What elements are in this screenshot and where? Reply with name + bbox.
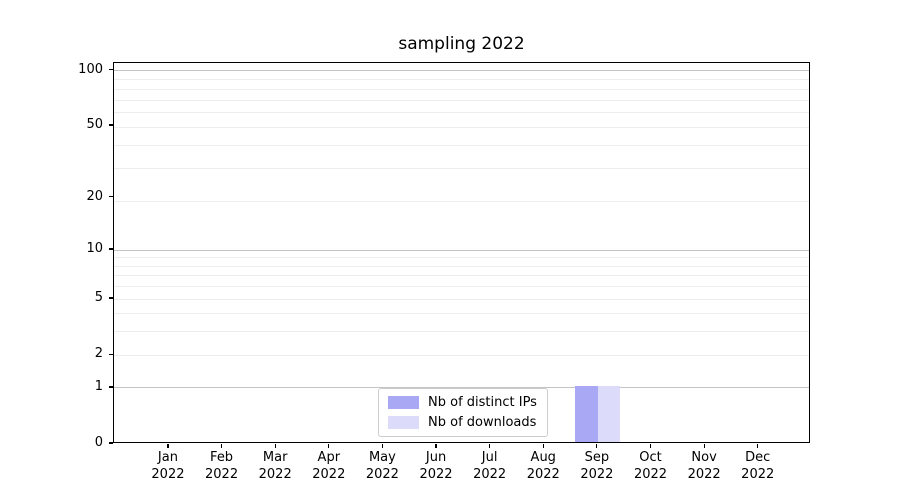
x-tick-mark xyxy=(381,444,383,448)
gridline-y-59 xyxy=(114,112,809,114)
gridline-y-49 xyxy=(114,127,809,129)
x-tick-year: 2022 xyxy=(312,466,346,482)
gridline-y-100 xyxy=(114,70,809,72)
x-tick-label-feb: Feb 2022 xyxy=(190,450,254,483)
y-tick-label: 2 xyxy=(94,346,103,362)
legend-swatch-icon xyxy=(388,415,419,429)
x-tick-month: Dec xyxy=(745,450,771,465)
y-tick-mark xyxy=(109,386,113,388)
x-tick-label-oct: Oct 2022 xyxy=(618,450,682,483)
x-tick-month: Jan xyxy=(157,450,178,465)
x-tick-year: 2022 xyxy=(687,466,721,482)
x-tick-month: Feb xyxy=(210,450,234,465)
gridline-y-9 xyxy=(114,257,809,259)
legend-label: Nb of distinct IPs xyxy=(428,395,537,411)
x-tick-year: 2022 xyxy=(741,466,775,482)
x-tick-month: Nov xyxy=(691,450,717,465)
y-tick-label: 10 xyxy=(86,241,103,256)
x-tick-year: 2022 xyxy=(365,466,399,482)
x-tick-mark xyxy=(542,444,544,448)
gridline-y-2 xyxy=(114,354,809,356)
y-tick-label: 50 xyxy=(86,116,103,132)
y-tick-mark xyxy=(109,442,113,444)
x-tick-mark xyxy=(489,444,491,448)
x-tick-year: 2022 xyxy=(633,466,668,482)
gridline-y-4 xyxy=(114,313,809,315)
legend: Nb of distinct IPs Nb of downloads xyxy=(378,388,548,437)
x-tick-month: Mar xyxy=(262,450,288,465)
gridline-y-7 xyxy=(114,275,809,277)
legend-swatch-icon xyxy=(388,396,419,410)
x-tick-label-mar: Mar 2022 xyxy=(243,450,307,483)
gridline-y-69 xyxy=(114,99,809,101)
bar-nb-of-downloads-sep xyxy=(597,385,621,442)
x-tick-mark xyxy=(649,444,652,448)
gridline-y-5 xyxy=(114,298,809,300)
y-tick-label: 20 xyxy=(86,188,103,204)
x-tick-month: Apr xyxy=(317,450,341,465)
x-tick-year: 2022 xyxy=(151,466,185,482)
y-tick-label: 0 xyxy=(94,435,103,450)
plot-area: Nb of distinct IPs Nb of downloads xyxy=(113,62,810,443)
x-tick-year: 2022 xyxy=(526,466,560,482)
x-tick-mark xyxy=(757,444,759,448)
y-tick-label: 1 xyxy=(94,378,103,394)
y-tick-mark xyxy=(109,353,113,355)
chart-title: sampling 2022 xyxy=(398,34,525,54)
y-tick-mark xyxy=(109,297,113,299)
x-tick-year: 2022 xyxy=(473,466,507,482)
x-tick-label-jun: Jun 2022 xyxy=(404,450,468,483)
gridline-y-89 xyxy=(114,79,809,81)
gridline-y-8 xyxy=(114,265,809,267)
y-tick-label: 5 xyxy=(94,290,103,306)
gridline-y-10 xyxy=(114,249,809,251)
x-tick-mark xyxy=(435,444,437,448)
x-tick-label-nov: Nov 2022 xyxy=(672,450,736,483)
x-tick-year: 2022 xyxy=(580,466,614,482)
x-tick-mark xyxy=(167,444,169,448)
gridline-y-29 xyxy=(114,168,809,170)
x-tick-year: 2022 xyxy=(258,466,292,482)
x-tick-mark xyxy=(703,444,705,448)
bar-nb-of-distinct-ips-sep xyxy=(575,385,598,442)
x-tick-mark xyxy=(274,444,276,448)
gridline-y-6 xyxy=(114,286,809,288)
gridline-y-1 xyxy=(114,387,809,389)
x-tick-label-may: May 2022 xyxy=(350,450,414,483)
x-tick-label-jan: Jan 2022 xyxy=(136,450,200,483)
y-tick-mark xyxy=(109,196,113,198)
x-tick-month: Oct xyxy=(639,450,662,465)
y-tick-mark xyxy=(109,69,113,71)
gridline-y-39 xyxy=(114,145,809,147)
x-tick-month: Jul xyxy=(481,450,498,465)
x-tick-label-dec: Dec 2022 xyxy=(726,450,790,483)
x-tick-year: 2022 xyxy=(419,466,453,482)
x-tick-year: 2022 xyxy=(205,466,239,482)
legend-entry: Nb of distinct IPs xyxy=(388,395,538,410)
x-tick-month: Jun xyxy=(425,450,447,465)
x-tick-mark xyxy=(328,444,330,448)
legend-entry: Nb of downloads xyxy=(388,415,538,430)
x-tick-label-apr: Apr 2022 xyxy=(297,450,361,483)
y-tick-label: 100 xyxy=(78,61,103,77)
legend-label: Nb of downloads xyxy=(428,414,537,430)
x-tick-month: May xyxy=(368,450,396,465)
x-tick-mark xyxy=(220,444,223,448)
gridline-y-19 xyxy=(114,201,809,203)
y-tick-mark xyxy=(109,248,113,250)
y-tick-mark xyxy=(109,124,113,126)
x-tick-label-sep: Sep 2022 xyxy=(565,450,629,483)
x-tick-label-jul: Jul 2022 xyxy=(458,450,522,483)
gridline-y-79 xyxy=(114,88,809,90)
x-tick-month: Sep xyxy=(584,450,610,465)
x-tick-mark xyxy=(596,444,598,448)
x-tick-month: Aug xyxy=(530,450,556,465)
x-tick-label-aug: Aug 2022 xyxy=(511,450,575,483)
gridline-y-3 xyxy=(114,331,809,333)
